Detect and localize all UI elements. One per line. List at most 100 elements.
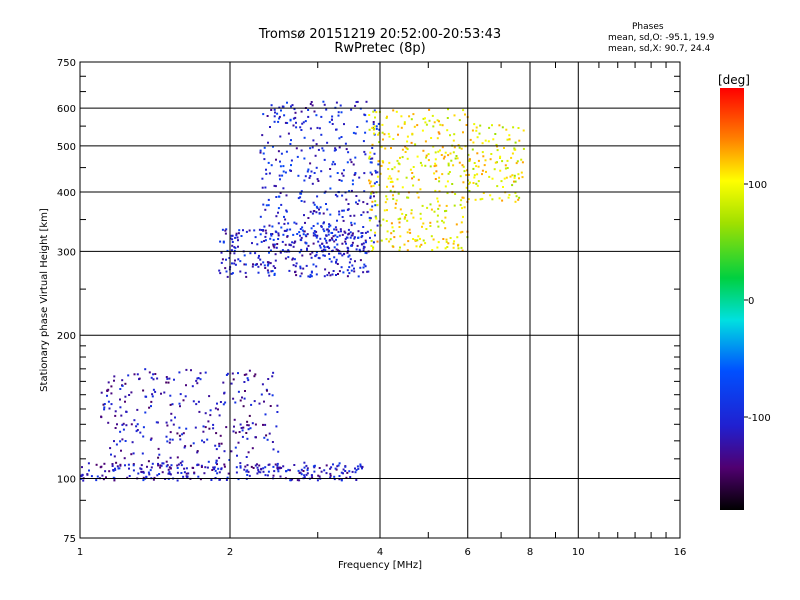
data-point [445, 204, 448, 207]
data-point [424, 140, 427, 143]
data-point [330, 118, 333, 121]
data-point [441, 173, 444, 176]
data-point [329, 168, 332, 170]
data-point [410, 141, 413, 144]
data-point [380, 239, 383, 242]
data-point [360, 236, 363, 239]
data-point [169, 403, 172, 406]
data-point [453, 240, 456, 243]
data-point [401, 148, 404, 151]
data-point [398, 249, 401, 252]
data-point [317, 240, 320, 243]
data-point [274, 463, 277, 466]
data-point [292, 117, 295, 120]
data-point [90, 475, 93, 478]
data-point [357, 230, 360, 233]
data-point [251, 265, 254, 268]
data-point [434, 178, 437, 180]
data-point [276, 243, 279, 245]
data-point [241, 435, 244, 438]
data-point [325, 464, 328, 467]
data-point [128, 394, 131, 396]
data-point [332, 235, 335, 238]
data-point [264, 229, 267, 232]
data-point [444, 216, 447, 219]
data-point [517, 127, 520, 129]
data-point [484, 139, 487, 142]
data-point [350, 221, 353, 224]
data-point [258, 402, 261, 405]
data-point [429, 165, 432, 168]
data-point [441, 219, 444, 222]
data-point [292, 264, 295, 267]
data-point [317, 148, 320, 151]
data-point [152, 388, 155, 391]
data-point [425, 154, 428, 157]
data-point [455, 223, 458, 226]
data-point [210, 479, 213, 481]
data-point [507, 196, 510, 199]
data-point [215, 461, 218, 464]
data-point [421, 204, 424, 207]
data-point [344, 240, 347, 243]
data-point [278, 106, 281, 109]
data-point [294, 116, 297, 119]
data-point [408, 115, 411, 118]
data-point [107, 381, 110, 384]
data-point [452, 151, 455, 154]
data-point [338, 475, 341, 477]
data-point [114, 467, 116, 470]
data-point [503, 177, 506, 180]
data-point [296, 479, 299, 482]
data-point [276, 411, 279, 413]
data-point [353, 222, 356, 225]
data-point [156, 421, 159, 424]
data-point [350, 244, 353, 247]
data-point [399, 235, 402, 238]
data-point [121, 438, 124, 441]
y-tick-label: 300 [57, 247, 76, 258]
data-point [419, 161, 422, 164]
data-point [341, 209, 344, 212]
data-point [387, 168, 390, 170]
data-point [355, 101, 358, 103]
data-point [314, 233, 317, 236]
data-point [362, 140, 365, 143]
data-point [261, 177, 264, 180]
data-point [416, 124, 419, 127]
data-point [239, 399, 242, 402]
data-point [167, 468, 170, 471]
data-point [265, 204, 268, 207]
data-point [139, 467, 142, 470]
data-point [264, 413, 267, 416]
data-point [381, 131, 384, 134]
data-point [159, 464, 162, 467]
data-point [475, 126, 478, 129]
data-point [106, 394, 108, 397]
data-point [270, 164, 273, 167]
data-point [349, 258, 352, 261]
data-point [421, 129, 424, 132]
data-point [300, 473, 303, 476]
data-point [323, 246, 326, 249]
data-point [394, 202, 397, 205]
data-point [456, 236, 459, 239]
data-point [419, 188, 422, 191]
data-point [356, 244, 359, 247]
data-point [218, 471, 221, 474]
data-point [275, 425, 278, 428]
data-point [294, 265, 297, 268]
data-point [336, 249, 339, 252]
data-point [363, 172, 366, 175]
data-point [329, 472, 332, 475]
data-point [206, 466, 209, 469]
data-point [258, 464, 261, 467]
data-point [392, 245, 395, 248]
data-point [487, 140, 490, 143]
data-point [420, 243, 423, 246]
data-point [270, 270, 273, 273]
data-point [218, 414, 221, 417]
data-point [329, 175, 332, 178]
data-point [340, 136, 343, 138]
data-point [328, 271, 330, 274]
